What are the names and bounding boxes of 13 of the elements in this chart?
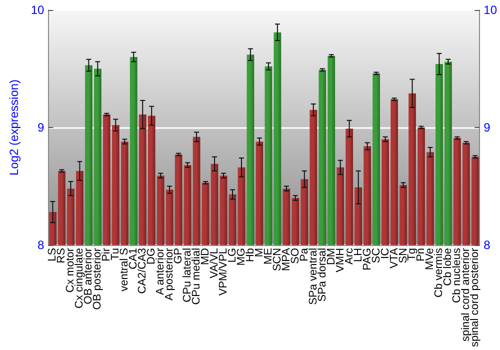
x-tick-label: IC <box>379 248 392 259</box>
x-tick-label: Tg <box>406 248 418 261</box>
y-tick-label: 8 <box>38 238 45 252</box>
x-tick-label: SCN <box>271 248 284 272</box>
x-tick-label: A posterior <box>164 248 176 301</box>
y-tick-label: 10 <box>30 3 45 17</box>
x-tick-label: spinal cord posterior <box>469 248 482 348</box>
x-tick-label: OB posterior <box>92 248 104 310</box>
y-axis-title: Log2 (expression) <box>7 79 21 176</box>
y2-tick-label: 9 <box>484 120 491 134</box>
y2-tick-label: 10 <box>484 3 498 17</box>
y2-tick-label: 8 <box>484 238 491 252</box>
y-tick-label: 9 <box>38 120 45 134</box>
